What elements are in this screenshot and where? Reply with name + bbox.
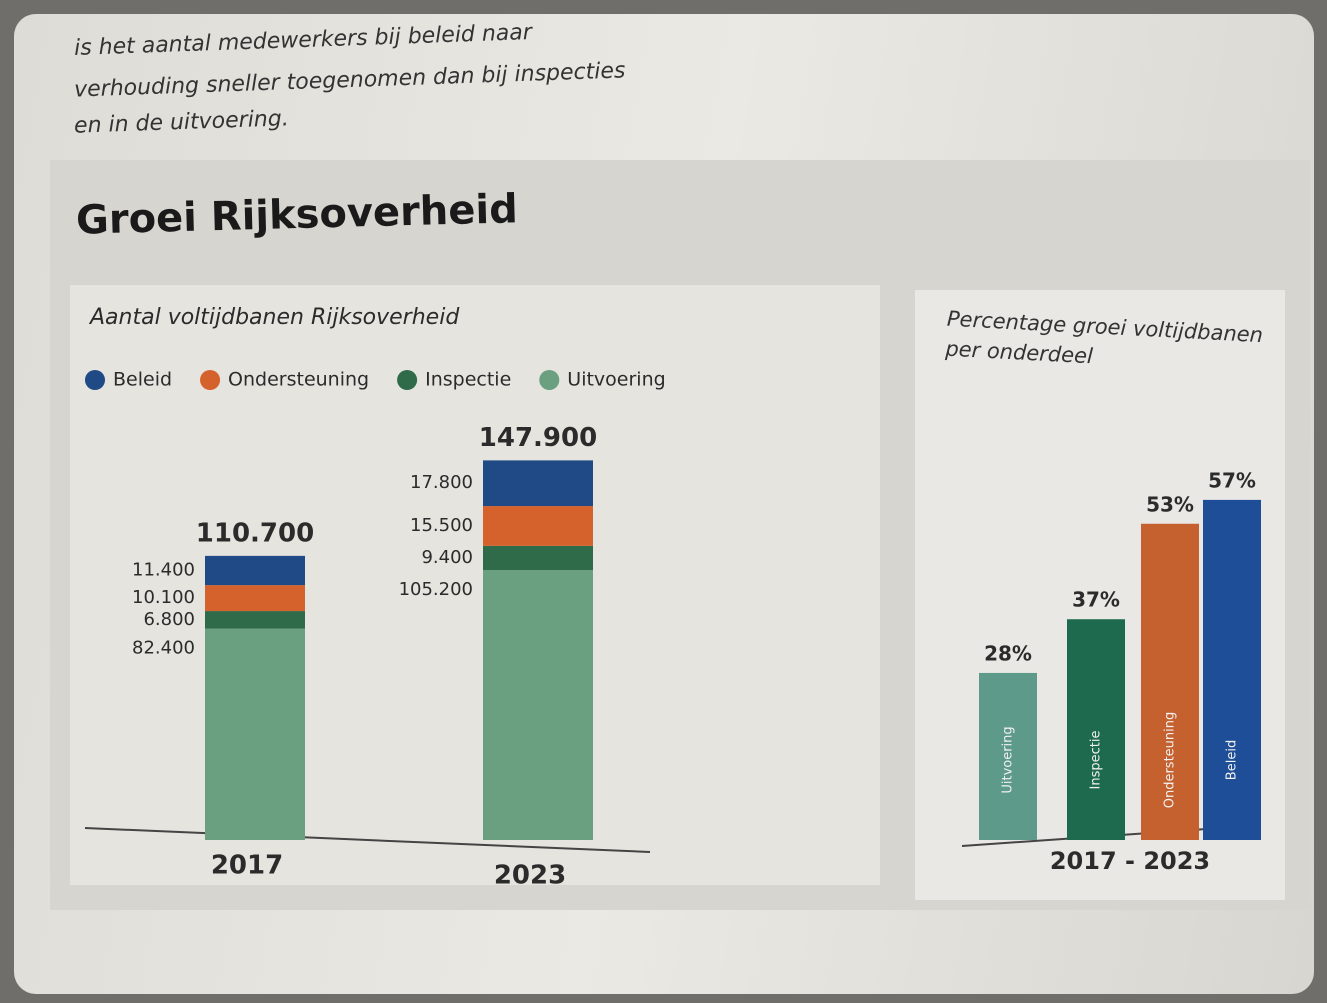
legend-label: Ondersteuning xyxy=(228,369,369,391)
bar-segment xyxy=(483,545,593,570)
value-label: 37% xyxy=(1072,588,1120,612)
bar-segment xyxy=(205,585,305,612)
total-label: 147.900 xyxy=(479,423,597,453)
value-label: 9.400 xyxy=(421,547,473,568)
baseline xyxy=(84,827,651,853)
bar xyxy=(979,672,1037,840)
total-label: 110.700 xyxy=(196,518,314,548)
bar xyxy=(1203,499,1261,840)
value-label: 28% xyxy=(984,641,1032,665)
bar-segment xyxy=(483,460,593,507)
category-label: Uitvoering xyxy=(1001,726,1016,793)
legend-swatch xyxy=(200,370,221,390)
legend-swatch xyxy=(85,370,105,390)
bar xyxy=(1067,619,1125,840)
bar-segment xyxy=(205,628,305,840)
category-label: Ondersteuning xyxy=(1163,712,1178,809)
legend-label: Beleid xyxy=(113,369,172,391)
bar-segment xyxy=(483,506,593,546)
value-label: 15.500 xyxy=(410,515,473,536)
value-label: 82.400 xyxy=(132,638,195,659)
value-label: 17.800 xyxy=(410,472,473,493)
chart-title: Aantal voltijdbanen Rijksoverheid xyxy=(88,305,460,330)
x-tick-label: 2017 xyxy=(211,851,283,881)
bar-segment xyxy=(483,569,593,840)
value-label: 10.100 xyxy=(132,587,195,608)
x-tick-label: 2023 xyxy=(494,861,566,891)
legend-swatch xyxy=(539,370,560,390)
value-label: 11.400 xyxy=(132,560,195,581)
value-label: 53% xyxy=(1146,492,1194,516)
bar xyxy=(1141,523,1199,840)
x-label: 2017 - 2023 xyxy=(1050,847,1210,875)
value-label: 57% xyxy=(1208,468,1256,492)
value-label: 105.200 xyxy=(399,579,473,600)
legend-label: Uitvoering xyxy=(567,369,665,391)
bar-segment xyxy=(205,555,305,586)
value-label: 6.800 xyxy=(143,609,195,630)
legend-label: Inspectie xyxy=(425,369,511,391)
category-label: Inspectie xyxy=(1089,731,1104,790)
category-label: Beleid xyxy=(1225,740,1240,780)
bar-segment xyxy=(205,611,305,629)
legend-swatch xyxy=(397,370,418,390)
